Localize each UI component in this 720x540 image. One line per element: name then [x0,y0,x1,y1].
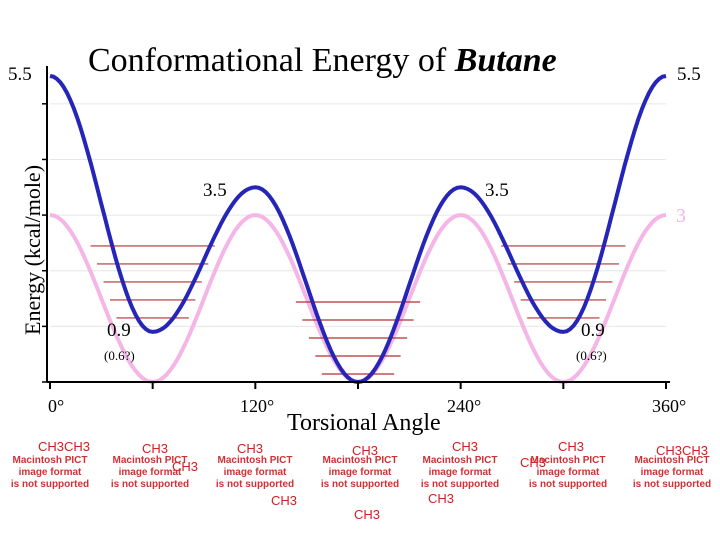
pict-line: is not supported [320,479,400,490]
chart-title-text: Conformational Energy of [88,42,455,79]
newman-projection: CH3CH3 Macintosh PICT image format is not … [10,437,90,527]
pict-placeholder: Macintosh PICT image format is not support… [10,455,90,491]
data-label: 0.9 [581,320,605,341]
pict-line: Macintosh PICT [112,455,188,466]
substituent-label: CH3 [352,443,379,458]
x-tick-label: 120° [240,396,275,416]
newman-projection: CH3CH3 Macintosh PICT image format is not … [632,437,712,527]
data-label: 3 [676,205,686,227]
series-line [49,74,667,385]
substituent-label: CH3 [452,439,479,454]
pict-placeholder: Macintosh PICT image format is not support… [632,455,712,491]
chart-title-emphasis: Butane [454,42,557,79]
substituent-label: CH3 [142,441,169,456]
x-tick-label: 240° [447,396,482,416]
pict-line: image format [223,467,287,478]
pict-line: is not supported [420,479,500,490]
newman-projection: CH3 CH3 Macintosh PICT image format is not… [110,437,198,527]
y-axis-label: Energy (kcal/mole) [20,164,45,335]
pict-placeholder: Macintosh PICT image format is not support… [420,455,500,491]
pict-line: is not supported [632,479,712,490]
pict-line: Macintosh PICT [217,455,293,466]
substituent-label: CH3CH3 [38,439,91,454]
pict-line: Macintosh PICT [530,455,606,466]
x-tick-label: 0° [48,396,65,416]
pict-line: image format [18,467,82,478]
pict-placeholder: Macintosh PICT image format is not support… [320,455,400,491]
substituent-label: CH3CH3 [656,443,709,458]
pict-line: is not supported [110,479,190,490]
substituent-label: CH3 [271,493,298,508]
pict-placeholder: Macintosh PICT image format is not support… [110,455,190,491]
data-label: 0.9 [107,320,131,341]
substituent-label: CH3 [558,439,585,454]
data-label: (0.6?) [104,348,135,363]
pict-line: image format [428,467,492,478]
pict-line: Macintosh PICT [422,455,498,466]
pict-line: is not supported [10,479,90,490]
pict-line: Macintosh PICT [634,455,710,466]
data-label: 5.5 [8,64,32,85]
pict-line: image format [536,467,600,478]
pict-line: is not supported [528,479,608,490]
pict-line: Macintosh PICT [322,455,398,466]
pict-line: is not supported [215,479,295,490]
substituent-label: CH3 [520,455,547,470]
data-label: 3.5 [203,180,227,201]
substituent-label: CH3 [428,491,455,506]
newman-projection: CH3 CH3 Macintosh PICT image format is not… [420,437,500,527]
pict-line: image format [640,467,704,478]
substituent-label: CH3 [237,441,264,456]
newman-projection: CH3 CH3 Macintosh PICT image format is not… [215,437,298,527]
chart-title: Conformational Energy of Butane [88,42,557,80]
pict-placeholder: Macintosh PICT image format is not support… [528,455,608,491]
newman-projection: CH3 CH3 Macintosh PICT image format is not… [320,437,400,527]
pict-line: image format [118,467,182,478]
substituent-label: CH3 [354,507,381,522]
pict-placeholder: Macintosh PICT image format is not support… [215,455,295,491]
x-tick-label: 360° [652,396,687,416]
newman-projection: CH3 CH3 Macintosh PICT image format is not… [520,437,608,527]
data-label: 3.5 [485,180,509,201]
pict-line: Macintosh PICT [12,455,88,466]
pict-line: image format [328,467,392,478]
data-label: (0.6?) [576,348,607,363]
substituent-label: CH3 [172,459,199,474]
series-line [49,213,667,385]
x-axis-label: Torsional Angle [287,410,441,436]
data-label: 5.5 [677,64,701,85]
